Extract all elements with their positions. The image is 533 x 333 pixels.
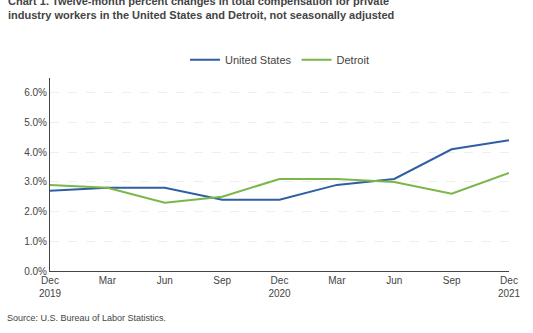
svg-text:Jun: Jun	[386, 275, 402, 286]
svg-text:0.0%: 0.0%	[24, 266, 47, 277]
svg-text:4.0%: 4.0%	[24, 147, 47, 158]
svg-text:Mar: Mar	[328, 275, 346, 286]
svg-text:6.0%: 6.0%	[24, 87, 47, 98]
svg-text:Source: U.S. Bureau of Labor S: Source: U.S. Bureau of Labor Statistics.	[7, 313, 166, 323]
svg-text:Dec2021: Dec2021	[498, 275, 521, 299]
svg-text:5.0%: 5.0%	[24, 117, 47, 128]
svg-text:Dec2019: Dec2019	[39, 275, 62, 299]
svg-text:Detroit: Detroit	[337, 54, 369, 66]
svg-text:United States: United States	[225, 54, 292, 66]
svg-text:Jun: Jun	[157, 275, 173, 286]
svg-text:Sep: Sep	[213, 275, 231, 286]
svg-text:1.0%: 1.0%	[24, 236, 47, 247]
svg-text:Sep: Sep	[443, 275, 461, 286]
svg-text:Dec2020: Dec2020	[268, 275, 291, 299]
svg-text:3.0%: 3.0%	[24, 176, 47, 187]
svg-text:Chart 1. Twelve-month percent: Chart 1. Twelve-month percent changes in…	[8, 0, 394, 21]
svg-text:2.0%: 2.0%	[24, 206, 47, 217]
svg-text:Mar: Mar	[99, 275, 117, 286]
